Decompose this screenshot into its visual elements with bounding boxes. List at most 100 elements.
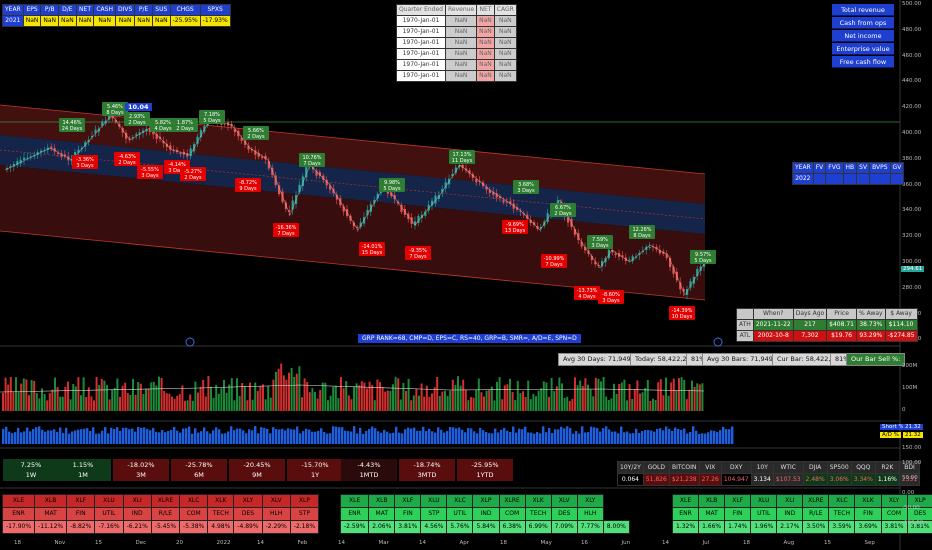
ath-cell: $114.10 [884, 319, 918, 331]
ath-header: Price [826, 308, 857, 320]
perf-label: 9M [252, 471, 262, 479]
short-bar [548, 428, 551, 444]
short-bar [413, 427, 416, 444]
macro-value: 2331 [898, 473, 921, 486]
pivot-callout: 9.57%5 Days [690, 250, 716, 264]
sector-cell: DES [550, 507, 578, 521]
short-bar [257, 433, 260, 444]
candle-body [648, 246, 651, 248]
macro-value: 3.34% [850, 473, 876, 486]
short-bar [365, 430, 368, 444]
short-bar [677, 429, 680, 444]
callout-percent: -9.69% [506, 222, 524, 228]
sector-cell: XLI [122, 494, 152, 508]
perf-value: 7.25% [20, 461, 42, 469]
short-bar [5, 426, 8, 444]
macro-value: 2.48% [802, 473, 828, 486]
volume-bar [178, 394, 181, 411]
candle-body [679, 282, 682, 290]
volume-bar [386, 390, 389, 411]
fundamental-button[interactable]: Cash from ops [832, 17, 894, 29]
volume-bar [618, 383, 621, 411]
short-bar [470, 428, 473, 444]
volume-bar [210, 386, 212, 411]
volume-bar [602, 376, 605, 411]
candle-body [335, 194, 338, 200]
volume-bar [693, 386, 696, 411]
fundamental-button[interactable]: Free cash flow [832, 56, 894, 68]
volume-bar [85, 396, 88, 411]
volume-bar [113, 388, 116, 411]
perf-label: 1M [78, 471, 88, 479]
candle-body [703, 263, 706, 267]
short-bar [179, 432, 182, 444]
candle-body [655, 246, 658, 250]
short-bar [215, 427, 218, 444]
short-bar [650, 430, 653, 444]
candle-body [230, 123, 233, 127]
price-axis-label: 420.00 [902, 104, 922, 111]
perf-label: 1Y [310, 471, 320, 479]
volume-bar [220, 388, 223, 411]
short-bar [206, 431, 209, 444]
fundamental-button[interactable]: Enterprise value [832, 43, 894, 55]
volume-bar [74, 386, 77, 411]
marker-circle [185, 337, 195, 347]
candle-body [322, 175, 325, 180]
candle-body [240, 137, 243, 141]
sector-cell: ENR [339, 507, 370, 521]
volume-bar [51, 389, 54, 411]
short-bar [701, 433, 704, 444]
ath-cell: 217 [792, 319, 828, 331]
sector-cell: XLP [472, 494, 500, 508]
short-bar [296, 426, 299, 444]
marker-circle [713, 337, 723, 347]
candle-body [40, 150, 43, 153]
candle-body [244, 140, 247, 145]
volume-bar [680, 377, 683, 411]
callout-box [690, 250, 716, 264]
volume-bar [241, 383, 244, 411]
volume-bar [701, 383, 704, 411]
callout-box [124, 112, 150, 126]
sector-cell: XLK [854, 494, 882, 508]
volume-bar [30, 380, 33, 411]
fundamental-button[interactable]: Total revenue [832, 4, 894, 16]
macro-header: R2K [874, 461, 900, 474]
candle-body [135, 134, 138, 136]
short-bar [560, 426, 563, 444]
year-cell [812, 173, 827, 185]
sector-cell: 6.99% [524, 520, 552, 534]
sector-cell: ENR [671, 507, 700, 521]
short-bar [2, 428, 5, 444]
volume-bar [399, 399, 402, 411]
volume-bar [293, 376, 296, 411]
candle-body [108, 113, 111, 120]
short-bar [431, 431, 434, 444]
volume-bar [308, 392, 311, 411]
sector-cell: 3.59% [828, 520, 856, 534]
perf-cell: -15.70% 1Y [287, 459, 343, 481]
volume-bar [347, 395, 350, 411]
volume-bar [685, 399, 688, 411]
sector-cell: XLE [339, 494, 370, 508]
volume-bar [594, 377, 597, 411]
candle-body [611, 249, 614, 253]
callout-days: 2 Days [176, 126, 194, 132]
short-bar [11, 433, 14, 444]
volume-bar [576, 385, 579, 411]
volume-bar [160, 377, 163, 411]
callout-box [669, 306, 695, 320]
callout-days: 5 Days [383, 186, 401, 192]
short-bar [455, 428, 458, 444]
short-bar [722, 426, 725, 444]
volume-bar [321, 382, 324, 411]
short-bar [293, 429, 296, 444]
short-bar [209, 433, 212, 444]
fundamental-button[interactable]: Net income [832, 30, 894, 42]
sub-axis-label: 0.00 [902, 490, 915, 496]
callout-days: 2 Days [554, 211, 572, 217]
candle-body [186, 153, 189, 157]
perf-cell: 1.15% 1M [55, 459, 111, 481]
